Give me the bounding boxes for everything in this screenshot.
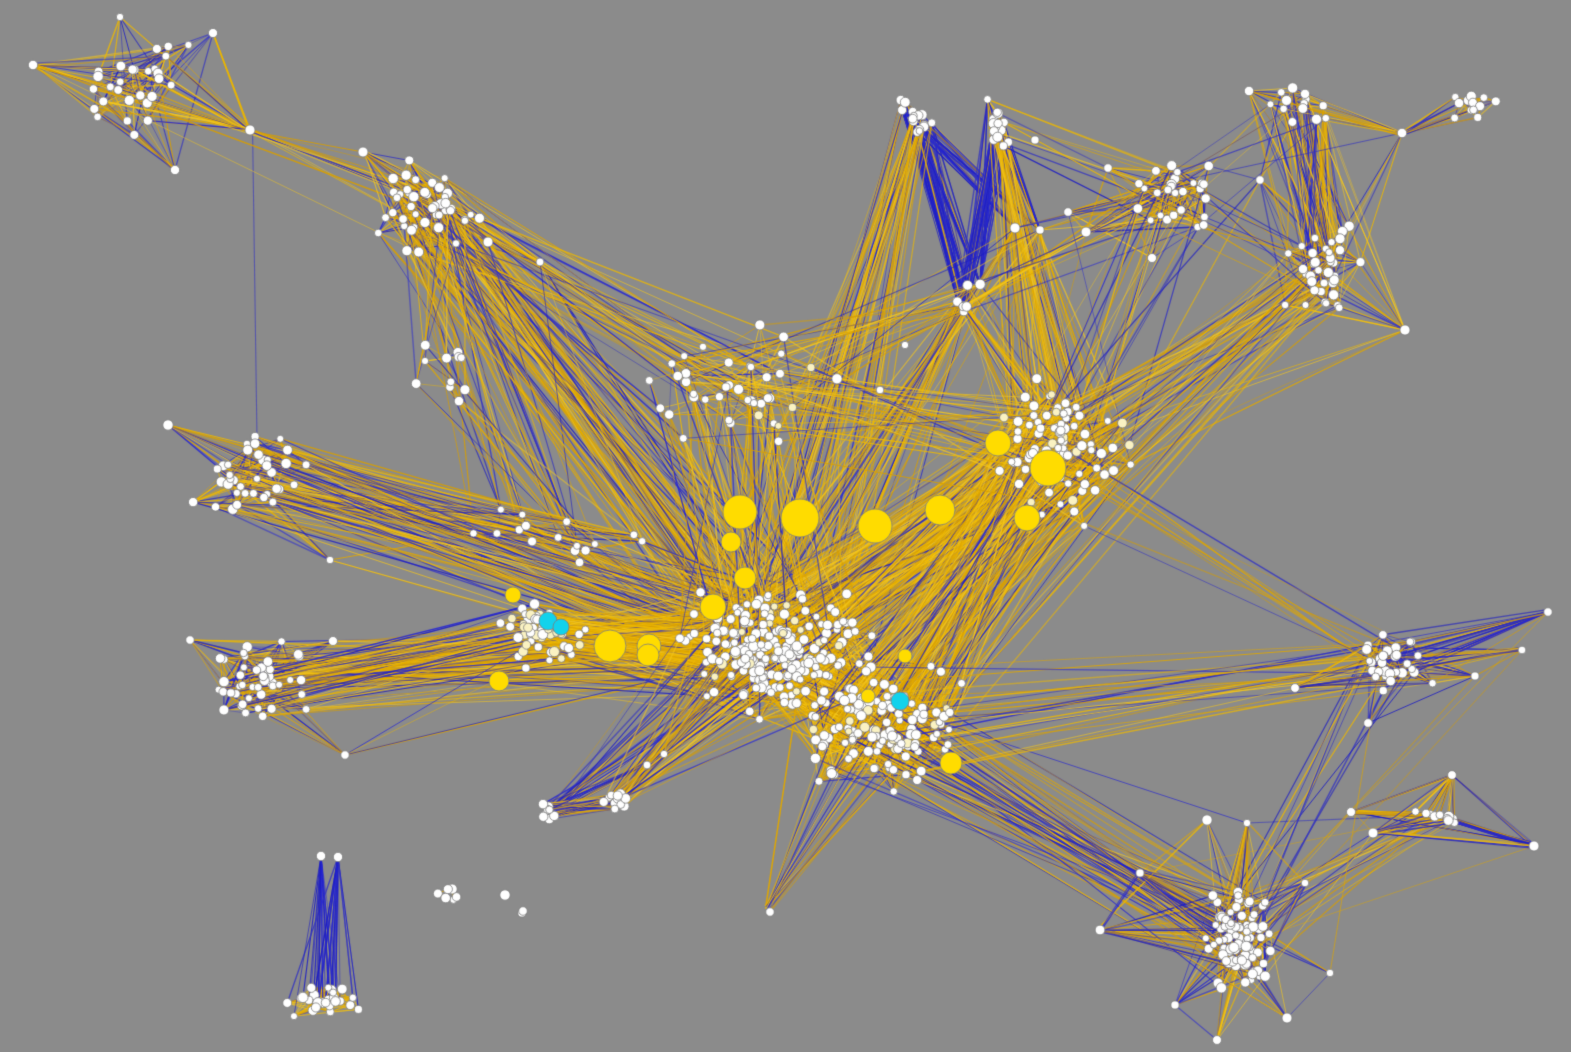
graph-viewport (0, 0, 1571, 1052)
network-canvas[interactable] (0, 0, 1571, 1052)
